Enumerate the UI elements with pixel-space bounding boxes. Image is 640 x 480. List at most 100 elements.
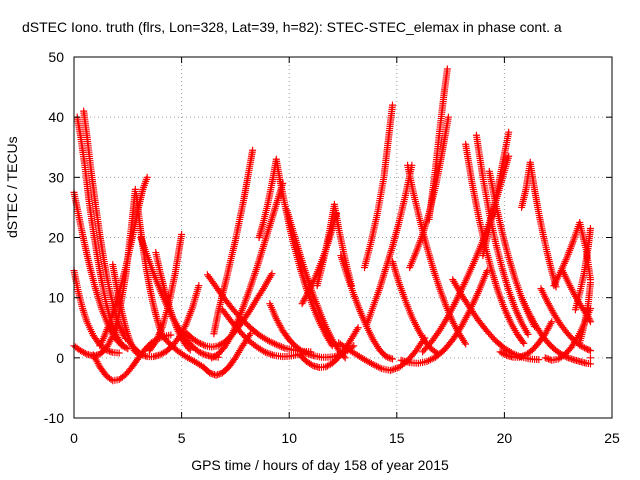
data-point bbox=[586, 354, 594, 362]
data-point bbox=[212, 371, 220, 379]
data-point bbox=[104, 347, 112, 355]
data-point bbox=[272, 341, 280, 349]
data-point bbox=[119, 342, 127, 350]
data-point bbox=[265, 350, 273, 358]
data-point bbox=[586, 224, 594, 232]
data-point bbox=[178, 230, 186, 238]
data-point bbox=[483, 267, 491, 275]
data-point bbox=[461, 338, 469, 346]
data-point bbox=[382, 353, 390, 361]
data-point bbox=[117, 327, 125, 335]
data-point bbox=[214, 371, 222, 379]
data-point bbox=[505, 128, 513, 136]
data-point bbox=[268, 351, 276, 359]
data-point bbox=[347, 336, 355, 344]
data-point bbox=[268, 270, 276, 278]
series-markers bbox=[388, 258, 442, 358]
data-point bbox=[300, 348, 308, 356]
data-point bbox=[548, 318, 556, 326]
data-point bbox=[581, 344, 589, 352]
data-point bbox=[207, 369, 215, 377]
data-point bbox=[462, 340, 470, 348]
x-tick-label: 10 bbox=[281, 430, 297, 446]
data-point bbox=[279, 343, 287, 351]
data-point bbox=[428, 355, 436, 363]
data-point bbox=[167, 331, 175, 339]
data-point bbox=[118, 340, 126, 348]
data-point bbox=[392, 365, 400, 373]
data-point bbox=[384, 353, 392, 361]
x-tick-label: 20 bbox=[497, 430, 513, 446]
series-markers bbox=[210, 146, 257, 338]
data-point bbox=[196, 349, 204, 357]
data-point bbox=[303, 349, 311, 357]
series-markers bbox=[586, 354, 594, 362]
data-point bbox=[200, 341, 208, 349]
data-point bbox=[586, 279, 594, 287]
data-point bbox=[350, 342, 358, 350]
data-point bbox=[195, 282, 203, 290]
data-point bbox=[517, 353, 525, 361]
data-point bbox=[369, 360, 377, 368]
x-axis-label: GPS time / hours of day 158 of year 2015 bbox=[191, 457, 449, 473]
data-point bbox=[444, 113, 452, 121]
data-point bbox=[388, 101, 396, 109]
series-markers bbox=[361, 101, 396, 272]
series-markers bbox=[404, 161, 470, 348]
series-markers bbox=[70, 267, 123, 357]
data-point bbox=[547, 319, 555, 327]
data-point bbox=[211, 352, 219, 360]
data-point bbox=[354, 324, 362, 332]
series-markers bbox=[576, 279, 594, 347]
data-point bbox=[341, 354, 349, 362]
data-point bbox=[186, 346, 194, 354]
data-point bbox=[543, 354, 551, 362]
data-point bbox=[258, 286, 266, 294]
data-point bbox=[137, 350, 145, 358]
data-point bbox=[267, 350, 275, 358]
data-point bbox=[267, 338, 275, 346]
series-markers bbox=[313, 200, 356, 290]
data-point bbox=[505, 152, 513, 160]
data-point bbox=[568, 355, 576, 363]
data-point bbox=[143, 173, 151, 181]
data-point bbox=[246, 330, 254, 338]
x-tick-label: 0 bbox=[70, 430, 78, 446]
data-point bbox=[263, 349, 271, 357]
series-markers bbox=[156, 330, 254, 379]
y-tick-label: 50 bbox=[48, 49, 64, 65]
data-point bbox=[376, 364, 384, 372]
data-point bbox=[181, 322, 189, 330]
data-point bbox=[113, 332, 121, 340]
data-point bbox=[501, 351, 509, 359]
data-point bbox=[198, 349, 206, 357]
data-point bbox=[520, 339, 528, 347]
data-point bbox=[107, 348, 115, 356]
data-point bbox=[388, 366, 396, 374]
data-point bbox=[541, 354, 549, 362]
data-point bbox=[107, 375, 115, 383]
y-tick-label: 20 bbox=[48, 230, 64, 246]
data-point bbox=[425, 357, 433, 365]
data-point bbox=[585, 346, 593, 354]
data-point bbox=[276, 342, 284, 350]
data-point bbox=[298, 347, 306, 355]
data-point bbox=[81, 349, 89, 357]
grid-lines bbox=[74, 57, 612, 418]
data-point bbox=[262, 348, 270, 356]
data-point bbox=[111, 329, 119, 337]
data-point bbox=[112, 330, 120, 338]
data-point bbox=[515, 353, 523, 361]
y-tick-label: 40 bbox=[48, 109, 64, 125]
data-point bbox=[435, 328, 443, 336]
data-point bbox=[535, 356, 543, 364]
data-point bbox=[198, 340, 206, 348]
data-point bbox=[269, 339, 277, 347]
y-tick-label: 0 bbox=[56, 350, 64, 366]
series-markers bbox=[518, 158, 560, 291]
data-point bbox=[423, 357, 431, 365]
data-point bbox=[264, 336, 272, 344]
x-tick-label: 15 bbox=[389, 430, 405, 446]
series-markers bbox=[152, 249, 194, 354]
